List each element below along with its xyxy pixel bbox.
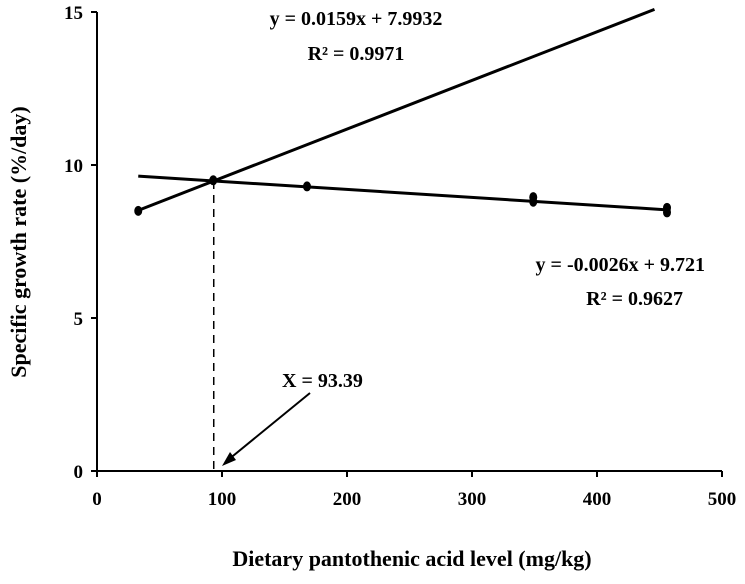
data-point (529, 196, 538, 207)
fit-2-r2: R² = 0.9627 (586, 288, 683, 310)
x-tick-label: 300 (458, 489, 487, 510)
fit-line-2 (138, 174, 668, 212)
fit-2-equation: y = -0.0026x + 9.721 (536, 254, 705, 276)
y-tick-label: 15 (64, 3, 83, 24)
data-point (663, 207, 671, 218)
y-axis-label: Specific growth rate (%/day) (6, 106, 31, 378)
data-point (209, 175, 218, 186)
x-tick-label: 100 (208, 489, 237, 510)
fit-1-equation: y = 0.0159x + 7.9932 (270, 8, 443, 30)
x-tick-label: 0 (92, 489, 102, 510)
data-point (303, 181, 311, 192)
y-tick-label: 5 (74, 309, 84, 330)
annotation-arrowhead (222, 452, 236, 466)
fit-1-r2: R² = 0.9971 (308, 43, 405, 65)
y-tick-label: 10 (64, 156, 83, 177)
y-tick-label: 0 (74, 462, 84, 483)
x-tick-label: 400 (583, 489, 612, 510)
annotation-arrow (227, 392, 311, 461)
data-point (134, 205, 143, 216)
intersection-annotation: X = 93.39 (282, 370, 363, 392)
x-axis-label: Dietary pantothenic acid level (mg/kg) (232, 546, 591, 571)
x-tick-label: 500 (708, 489, 737, 510)
x-tick-label: 200 (333, 489, 362, 510)
fit-line-1 (137, 8, 656, 212)
